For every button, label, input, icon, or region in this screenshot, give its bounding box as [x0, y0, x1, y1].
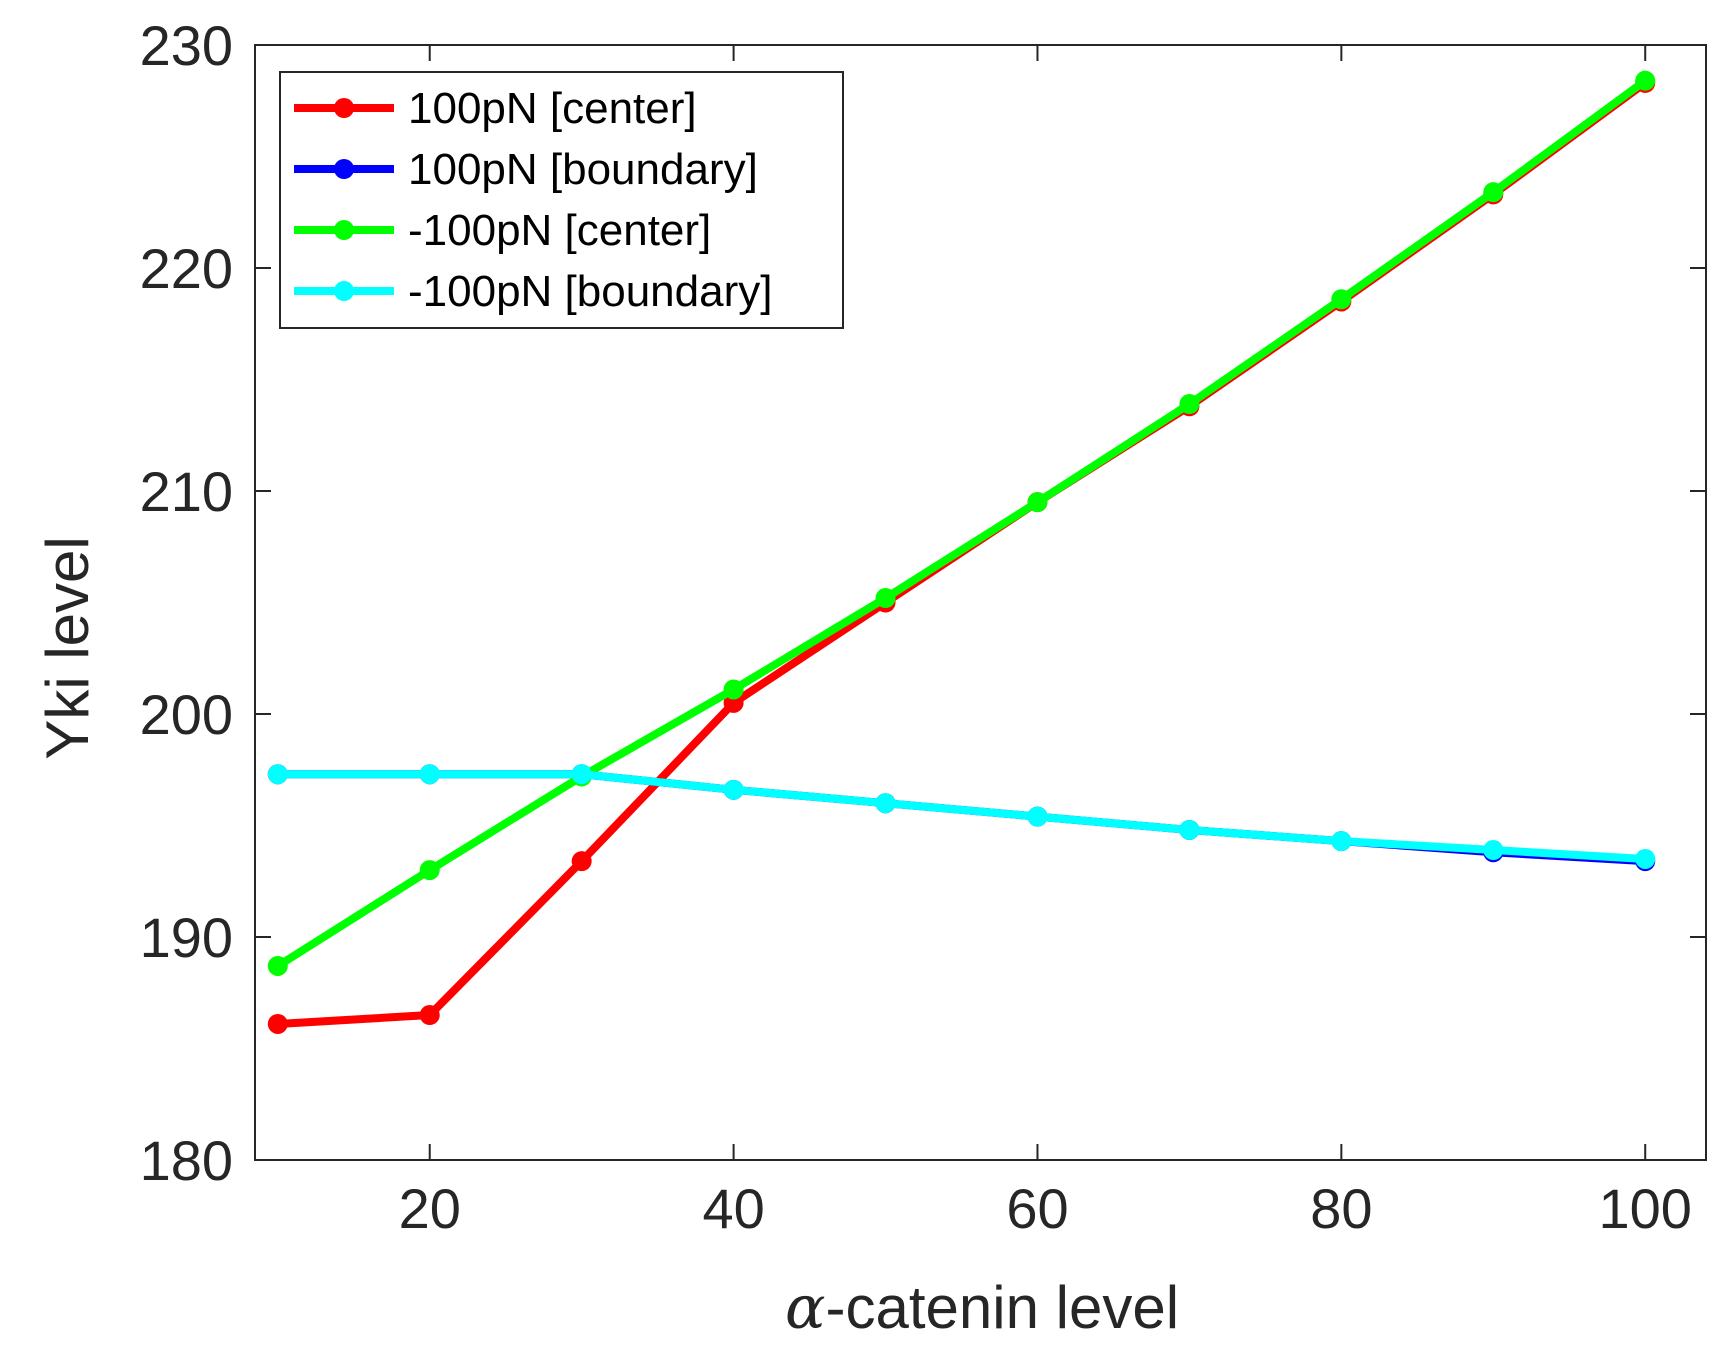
legend-swatch-marker [334, 281, 354, 301]
series-3 [267, 764, 1656, 869]
series-line [277, 770, 1646, 863]
data-point [1635, 848, 1656, 869]
data-point [1483, 182, 1504, 203]
data-point [1635, 70, 1656, 91]
y-tick-label: 180 [140, 1129, 233, 1192]
data-point [419, 860, 440, 881]
axes-frame [254, 44, 1707, 1161]
data-point [419, 1005, 440, 1026]
data-point [419, 764, 440, 785]
data-point [1331, 831, 1352, 852]
data-point [267, 955, 288, 976]
legend-label: 100pN [center] [408, 84, 697, 133]
y-axis: 180 190 200 210 220 230 [140, 14, 1706, 1192]
series-layer [267, 70, 1656, 1034]
legend-swatch-marker [334, 159, 354, 179]
x-tick-label: 20 [399, 1177, 461, 1240]
series-2 [267, 70, 1656, 976]
legend-box [279, 71, 844, 329]
legend-item: -100pN [boundary] [294, 267, 772, 316]
x-tick-label: 60 [1006, 1177, 1068, 1240]
x-tick-label: 100 [1599, 1177, 1692, 1240]
legend-item: 100pN [center] [294, 84, 697, 133]
x-axis-label-symbol: α [785, 1273, 826, 1343]
y-tick-label: 200 [140, 683, 233, 746]
y-tick-label: 220 [140, 237, 233, 300]
data-point [1483, 840, 1504, 861]
data-point [723, 779, 744, 800]
legend: 100pN [center] 100pN [boundary] -100pN [ce… [279, 71, 844, 329]
plot-area [254, 44, 1707, 1161]
x-tick-label: 40 [702, 1177, 764, 1240]
data-point [875, 793, 896, 814]
data-point [571, 764, 592, 785]
legend-label: 100pN [boundary] [408, 145, 758, 194]
y-axis-label: Yki level [34, 536, 101, 759]
data-point [267, 1013, 288, 1034]
x-axis-label: α-catenin level [785, 1273, 1179, 1343]
y-tick-label: 190 [140, 906, 233, 969]
x-axis-label-text: -catenin level [826, 1274, 1180, 1341]
series-1 [267, 764, 1656, 872]
data-point [267, 764, 288, 785]
data-point [571, 851, 592, 872]
data-point [1179, 819, 1200, 840]
legend-label: -100pN [center] [408, 206, 711, 255]
data-point [723, 679, 744, 700]
series-line [275, 77, 1648, 970]
legend-item: 100pN [boundary] [294, 145, 758, 194]
data-point [1027, 492, 1048, 513]
data-point [875, 588, 896, 609]
legend-swatch-marker [334, 220, 354, 240]
y-tick-label: 230 [140, 14, 233, 77]
y-tick-label: 210 [140, 460, 233, 523]
x-axis: 20 40 60 80 100 [399, 45, 1692, 1240]
x-tick-label: 80 [1310, 1177, 1372, 1240]
data-point [1331, 289, 1352, 310]
legend-label: -100pN [boundary] [408, 267, 772, 316]
legend-swatch-marker [334, 98, 354, 118]
data-point [1179, 394, 1200, 415]
data-point [1027, 806, 1048, 827]
legend-item: -100pN [center] [294, 206, 711, 255]
